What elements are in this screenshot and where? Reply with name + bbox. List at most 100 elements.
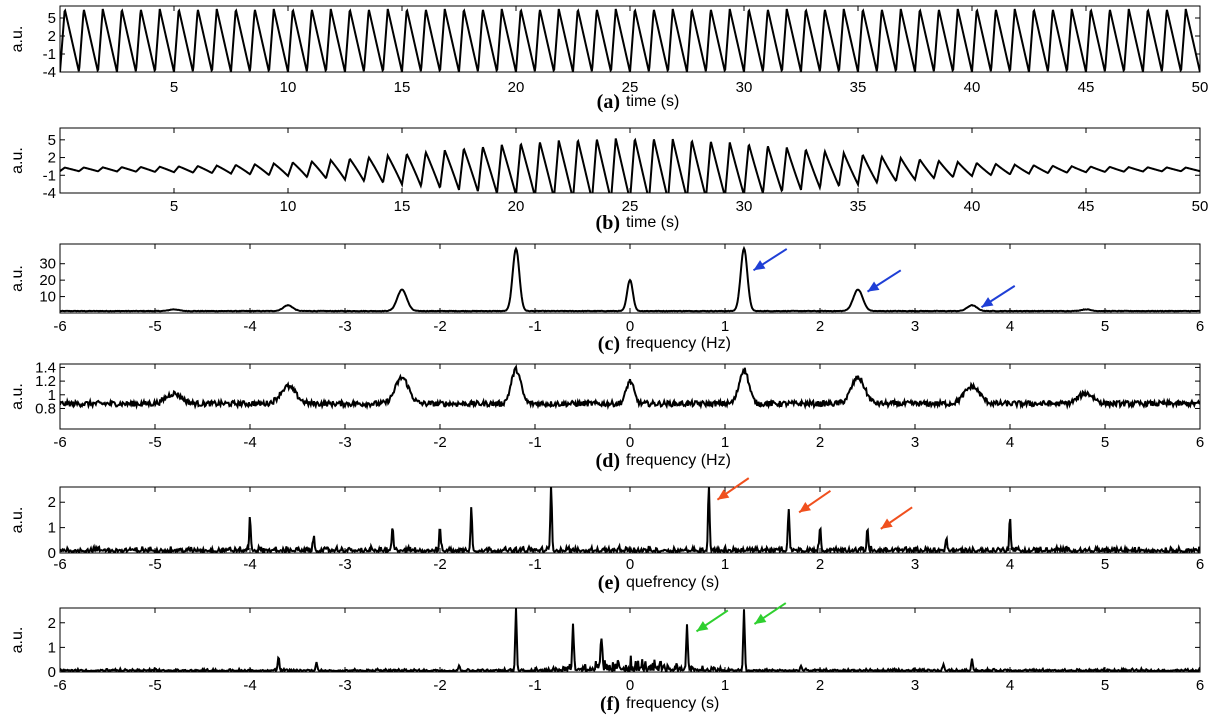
x-tick-label: -5 [148, 434, 161, 451]
y-tick-label: 0.8 [35, 400, 56, 417]
y-tick-label: 5 [48, 132, 56, 149]
panel-label: (d) [596, 450, 620, 472]
x-tick-label: 5 [1101, 434, 1109, 451]
x-tick-label: 3 [911, 318, 919, 335]
x-tick-label: 5 [170, 198, 178, 215]
y-tick-label: 0 [48, 664, 56, 681]
y-axis-label: a.u. [9, 507, 26, 534]
x-tick-label: 25 [622, 79, 639, 96]
x-axis-label: frequency (Hz) [626, 335, 731, 352]
x-tick-label: -1 [528, 318, 541, 335]
x-tick-label: -5 [148, 318, 161, 335]
red-arrow-head [717, 489, 730, 500]
x-tick-label: -6 [53, 677, 66, 694]
x-tick-label: -2 [433, 318, 446, 335]
x-tick-label: 0 [626, 318, 634, 335]
y-tick-label: 30 [39, 256, 56, 273]
x-tick-label: 25 [622, 198, 639, 215]
x-tick-label: 4 [1006, 318, 1014, 335]
x-tick-label: 5 [1101, 556, 1109, 573]
x-tick-label: -3 [338, 434, 351, 451]
x-tick-label: -4 [243, 556, 256, 573]
panel-f: -6 -5 -4 -3 -2 -1 0 1 2 3 4 5 6 0 1 2 a.u. (f) frequency (… [9, 602, 1204, 715]
x-tick-label: 6 [1196, 434, 1204, 451]
green-arrow-head [754, 613, 767, 624]
x-tick-label: 10 [280, 79, 297, 96]
y-axis-label: a.u. [9, 383, 26, 410]
x-tick-label: -2 [433, 677, 446, 694]
panel-d: -6 -5 -4 -3 -2 -1 0 1 2 3 4 5 60.811.21.4a.u.(d) freq… [9, 359, 1204, 472]
x-axis-label: frequency (s) [626, 695, 719, 712]
series-line [60, 245, 1200, 313]
x-tick-label: 40 [964, 79, 981, 96]
panel-label: (e) [598, 572, 620, 594]
red-arrow-head [799, 502, 811, 513]
y-tick-label: -1 [43, 167, 56, 184]
red-arrow-head [880, 518, 893, 529]
y-tick-label: 1.2 [35, 373, 56, 390]
x-tick-label: 2 [816, 677, 824, 694]
x-tick-label: 35 [850, 198, 867, 215]
x-tick-label: 1 [721, 677, 729, 694]
x-tick-label: -6 [53, 434, 66, 451]
x-tick-label: -2 [433, 434, 446, 451]
x-axis-label: time (s) [626, 214, 679, 231]
plot-frame [59, 486, 1201, 554]
x-tick-label: -5 [148, 677, 161, 694]
x-tick-label: 0 [626, 677, 634, 694]
panel-label: (f) [600, 693, 620, 715]
y-axis-label: a.u. [9, 265, 26, 292]
x-tick-label: 4 [1006, 556, 1014, 573]
x-tick-label: 5 [1101, 318, 1109, 335]
x-tick-label: 0 [626, 556, 634, 573]
x-tick-label: -6 [53, 556, 66, 573]
y-tick-label: 2 [48, 494, 56, 511]
y-tick-label: 2 [48, 150, 56, 167]
x-tick-label: 45 [1078, 198, 1095, 215]
x-tick-label: 3 [911, 434, 919, 451]
panel-label: (b) [596, 212, 620, 234]
x-tick-label: -4 [243, 318, 256, 335]
y-tick-label: -4 [43, 185, 56, 202]
x-axis-label: time (s) [626, 93, 679, 110]
y-tick-label: 2 [48, 615, 56, 632]
series-line [60, 608, 1200, 672]
x-tick-label: -1 [528, 434, 541, 451]
x-tick-label: 2 [816, 556, 824, 573]
x-tick-label: -3 [338, 677, 351, 694]
x-tick-label: 6 [1196, 556, 1204, 573]
x-tick-label: -3 [338, 556, 351, 573]
x-tick-label: -4 [243, 434, 256, 451]
y-tick-label: 1 [48, 639, 56, 656]
x-tick-label: 2 [816, 434, 824, 451]
plot-frame [59, 127, 1201, 194]
y-tick-label: 1 [48, 387, 56, 404]
x-tick-label: 4 [1006, 677, 1014, 694]
x-axis-label: frequency (Hz) [626, 452, 731, 469]
x-tick-label: 1 [721, 318, 729, 335]
x-axis-label: quefrency (s) [626, 574, 719, 591]
x-tick-label: -1 [528, 677, 541, 694]
x-tick-label: -2 [433, 556, 446, 573]
x-tick-label: 15 [394, 79, 411, 96]
y-tick-label: 2 [48, 28, 56, 45]
x-tick-label: 20 [508, 79, 525, 96]
panel-label: (a) [597, 91, 620, 113]
y-tick-label: 1 [48, 520, 56, 537]
x-tick-label: 50 [1192, 79, 1209, 96]
green-arrow-head [696, 621, 709, 632]
x-tick-label: 50 [1192, 198, 1209, 215]
blue-arrow-head [867, 281, 880, 292]
x-tick-label: 3 [911, 677, 919, 694]
x-tick-label: 20 [508, 198, 525, 215]
x-tick-label: 1 [721, 434, 729, 451]
x-tick-label: -1 [528, 556, 541, 573]
x-tick-label: 15 [394, 198, 411, 215]
y-axis-label: a.u. [9, 26, 26, 53]
x-tick-label: 40 [964, 198, 981, 215]
y-tick-label: 1.4 [35, 359, 56, 376]
y-tick-label: 10 [39, 289, 56, 306]
